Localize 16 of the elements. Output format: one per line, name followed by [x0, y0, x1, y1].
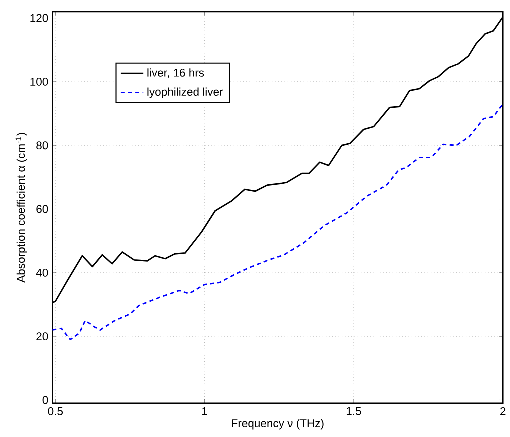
- y-axis-title: Absorption coefficient α (cm$^{-1}$): [16, 133, 28, 283]
- y-tick-label: 120: [30, 14, 48, 22]
- legend-label: liver, 16 hrs: [148, 68, 204, 78]
- x-axis-title: Frequency ν (THz): [232, 419, 324, 430]
- x-tick-label: 1: [202, 407, 208, 416]
- x-tick-label: 2: [500, 407, 506, 416]
- legend-label: lyophilized liver: [148, 88, 224, 98]
- line-series: [52, 103, 504, 340]
- y-tick-label: 100: [30, 78, 48, 86]
- y-tick-label: 40: [36, 268, 48, 277]
- y-tick-label: 20: [36, 332, 48, 340]
- y-tick-label: 60: [36, 205, 48, 214]
- y-tick-label: 80: [36, 142, 48, 150]
- x-tick-label: 0.5: [48, 407, 64, 416]
- y-tick-label: 0: [42, 396, 48, 404]
- x-tick-label: 1.5: [346, 407, 362, 416]
